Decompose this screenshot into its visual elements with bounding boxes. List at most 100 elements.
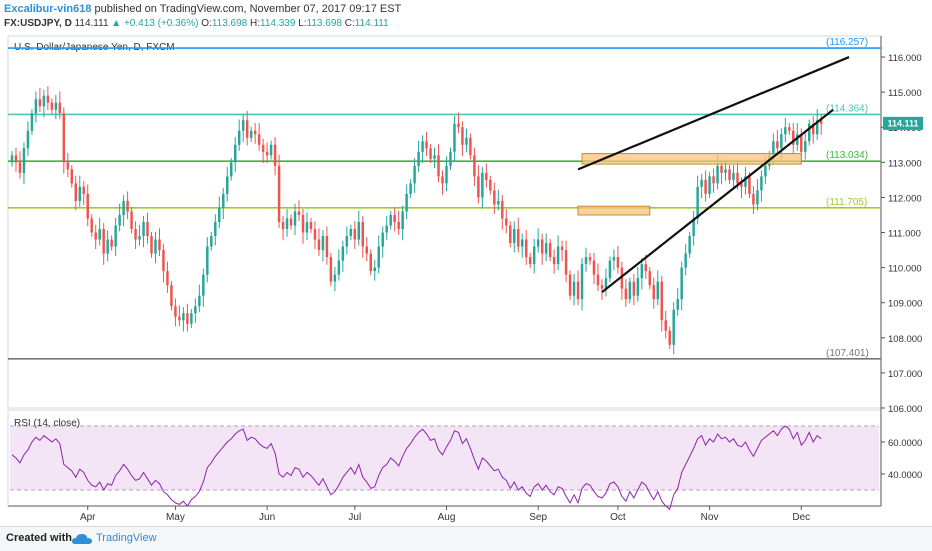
price-tick-label-3: 113.000	[888, 158, 922, 169]
candle-body-188	[760, 176, 763, 191]
candle-body-150	[608, 260, 612, 279]
candle-body-73	[301, 214, 305, 233]
candle-body-38	[162, 250, 165, 272]
candle-body-117	[477, 176, 480, 198]
price-tick-label-1: 115.000	[888, 88, 922, 99]
candle-body-148	[600, 285, 604, 289]
candle-body-9	[46, 95, 50, 103]
candle-body-88	[361, 222, 365, 247]
candle-body-95	[389, 214, 392, 226]
candle-body-198	[800, 134, 803, 152]
time-tick-label-1: May	[166, 512, 185, 523]
level-label-1: (114.364)	[826, 103, 868, 114]
candle-body-34	[146, 222, 149, 237]
candle-body-94	[385, 225, 388, 233]
candle-body-147	[596, 274, 600, 286]
candle-body-101	[413, 165, 416, 184]
candle-body-79	[325, 236, 329, 258]
candle-body-29	[126, 200, 129, 212]
candles	[10, 86, 823, 355]
candle-body-186	[752, 193, 755, 205]
candle-body-171	[692, 218, 695, 237]
price-pane	[7, 35, 882, 409]
candle-body-109	[445, 165, 448, 184]
candle-body-176	[712, 176, 715, 184]
candle-body-32	[138, 236, 141, 240]
candle-body-125	[509, 225, 512, 244]
candle-body-203	[819, 120, 823, 124]
candle-body-110	[449, 151, 452, 166]
price-axis-ticks: 116.000115.000114.000113.000112.000111.0…	[881, 53, 922, 415]
candle-body-5	[30, 113, 34, 131]
candle-body-42	[178, 316, 181, 321]
candle-body-140	[568, 274, 572, 296]
candle-body-149	[604, 278, 608, 289]
candle-body-170	[688, 236, 691, 254]
candle-body-144	[584, 257, 588, 265]
author-link[interactable]: Excalibur-vin618	[4, 3, 92, 15]
candle-body-122	[497, 200, 500, 205]
candle-body-168	[680, 267, 683, 300]
level-label-3: (111.705)	[826, 197, 867, 208]
candle-body-47	[198, 295, 201, 307]
candle-body-71	[293, 211, 297, 226]
candle-body-163	[660, 281, 663, 321]
candle-body-179	[724, 169, 727, 173]
candle-body-142	[576, 281, 580, 300]
candle-body-43	[182, 313, 185, 321]
candle-body-143	[580, 264, 584, 300]
candle-body-2	[18, 162, 22, 173]
candle-body-83	[341, 246, 345, 261]
candle-body-165	[668, 330, 671, 345]
rsi-indicator: RSI (14, close) 60.0000 40.0000	[10, 418, 922, 511]
rsi-line	[11, 425, 822, 511]
candle-body-27	[118, 214, 121, 226]
time-tick-label-3: Jul	[348, 512, 361, 523]
candle-body-77	[317, 239, 321, 251]
candle-body-141	[572, 281, 576, 296]
rsi-label: RSI (14, close)	[14, 418, 80, 429]
close-value: 114.111	[354, 18, 389, 29]
published-text: published on TradingView.com, November 0…	[94, 3, 402, 15]
candle-body-98	[401, 211, 404, 230]
change-value: +0.413 (+0.36%)	[123, 18, 199, 29]
candle-body-192	[776, 141, 779, 149]
candle-body-136	[552, 257, 556, 265]
open-value: 113.698	[211, 18, 248, 29]
candle-body-123	[501, 200, 504, 219]
candle-body-102	[417, 151, 420, 166]
candle-body-132	[536, 239, 540, 247]
candle-body-70	[289, 218, 293, 226]
candle-body-175	[708, 176, 711, 194]
footer-bar: Created with TradingView	[0, 526, 932, 551]
candle-body-60	[249, 130, 253, 138]
candle-body-85	[349, 229, 353, 237]
candle-body-82	[337, 260, 341, 275]
open-label: O:	[201, 18, 212, 29]
candle-body-199	[804, 141, 807, 152]
candle-body-11	[54, 102, 58, 110]
candle-body-100	[409, 183, 412, 194]
candle-body-16	[74, 183, 78, 201]
symbol-label[interactable]: FX:USDJPY, D	[4, 18, 72, 29]
candle-body-51	[214, 222, 217, 237]
candle-body-161	[652, 285, 656, 300]
candle-body-131	[532, 246, 536, 265]
candle-body-3	[22, 148, 26, 173]
candle-body-30	[130, 211, 133, 230]
candle-body-33	[142, 222, 145, 237]
candle-body-50	[210, 236, 213, 247]
candle-body-48	[202, 274, 205, 296]
candle-body-91	[373, 267, 376, 272]
candle-body-145	[588, 257, 592, 261]
candle-body-152	[616, 257, 620, 268]
candle-body-195	[788, 127, 791, 131]
candle-body-126	[513, 229, 516, 244]
candle-body-1	[14, 155, 18, 163]
tradingview-link[interactable]: TradingView	[96, 532, 157, 544]
candle-body-159	[644, 264, 648, 272]
chart-canvas[interactable]: U.S. Dollar/Japanese Yen, D, FXCM (116.2…	[0, 34, 932, 526]
candle-body-78	[321, 236, 325, 251]
candle-body-162	[656, 281, 659, 300]
candle-body-104	[425, 141, 428, 149]
